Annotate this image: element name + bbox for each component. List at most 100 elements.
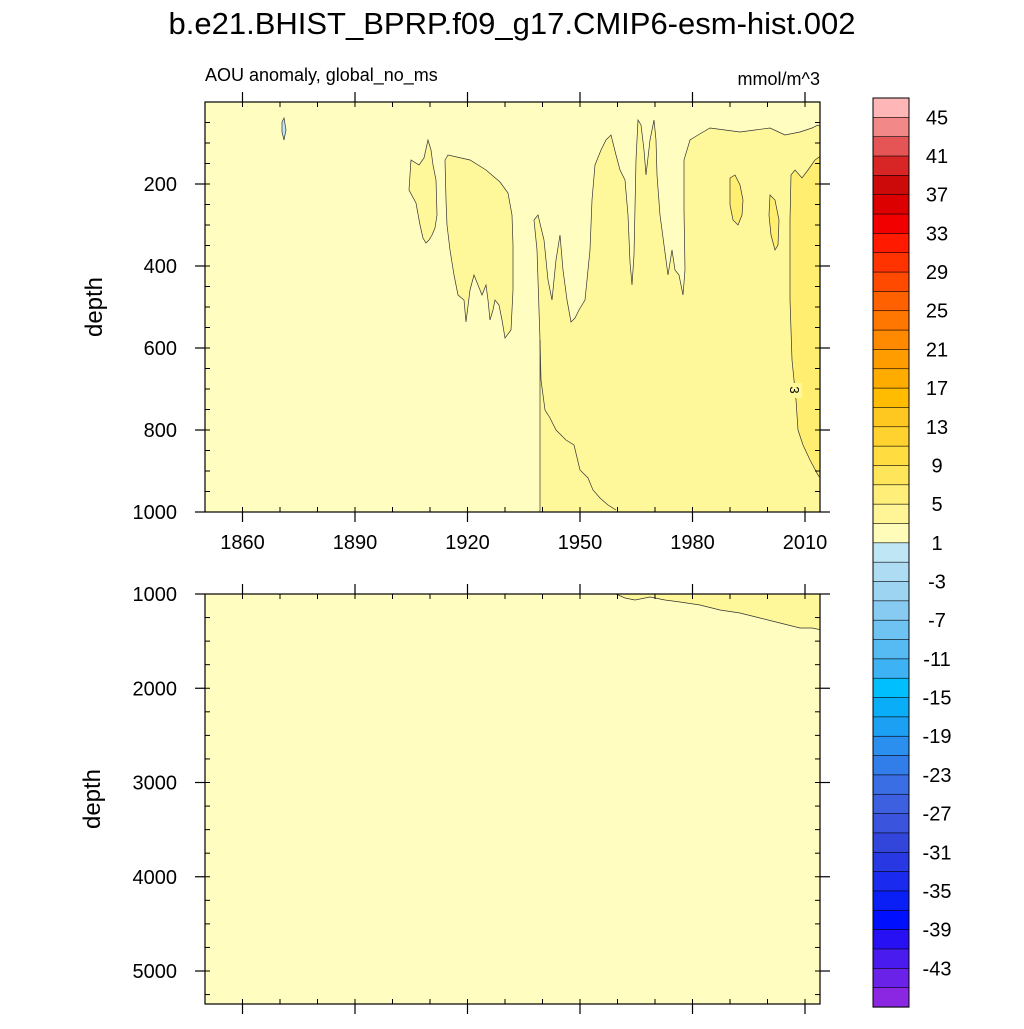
colorbar-swatch: [872, 252, 910, 273]
colorbar-swatch: [872, 968, 910, 989]
colorbar-swatch: [872, 832, 910, 853]
colorbar-swatch: [872, 813, 910, 834]
colorbar-swatch: [872, 368, 910, 389]
colorbar-swatch: [872, 271, 910, 293]
colorbar-swatch: [872, 136, 910, 157]
colorbar-label: 21: [926, 339, 948, 361]
colorbar-swatch: [872, 639, 910, 660]
x-tick-label: 2010: [783, 532, 828, 554]
x-tick-label: 1950: [558, 532, 603, 554]
y-tick-label: 1000: [133, 584, 178, 606]
colorbar-swatch: [872, 600, 910, 621]
colorbar-swatch: [872, 890, 910, 911]
colorbar-swatch: [872, 929, 910, 950]
y-tick-label: 3000: [133, 773, 178, 795]
colorbar-swatch: [872, 948, 910, 969]
lower-panel: 1000 2000 3000 4000 5000 depth: [79, 584, 830, 1014]
colorbar-swatch: [872, 561, 910, 583]
colorbar-swatch: [872, 387, 910, 409]
colorbar-swatch: [872, 117, 910, 138]
upper-panel: 3 1860 1890 1920 1950 1980 2010 200 400 600 800 10…: [81, 92, 830, 554]
units-label: mmol/m^3: [738, 69, 820, 89]
colorbar-swatch: [872, 851, 910, 873]
colorbar-frame: [872, 97, 910, 1008]
colorbar-label: 9: [931, 455, 942, 477]
colorbar-swatch: [872, 716, 910, 737]
contour-label-3: 3: [785, 383, 802, 398]
colorbar-label: 25: [926, 301, 948, 323]
x-tick-label: 1980: [670, 532, 715, 554]
y-tick-label: 2000: [133, 678, 178, 700]
colorbar-label: 37: [926, 185, 948, 207]
colorbar-swatch: [872, 677, 910, 699]
colorbar-label: -43: [923, 958, 952, 980]
colorbar-label: -7: [928, 610, 946, 632]
colorbar-swatch: [872, 426, 910, 447]
colorbar-swatch: [872, 658, 910, 679]
colorbar-label: 29: [926, 262, 948, 284]
contour-lower-wedge: [615, 594, 820, 630]
colorbar-swatch: [872, 349, 910, 370]
contour-upper-left-2: [444, 154, 514, 339]
colorbar-label: -23: [923, 765, 952, 787]
upper-ylabel: depth: [81, 277, 108, 337]
colorbar-label: -39: [923, 920, 952, 942]
colorbar-swatch: [872, 774, 910, 795]
y-tick-label: 800: [144, 420, 177, 442]
y-tick-label: 1000: [133, 502, 178, 524]
colorbar-label: 41: [926, 146, 948, 168]
colorbar-label: 1: [931, 533, 942, 555]
x-tick-label: 1920: [445, 532, 490, 554]
contour-region-5-7-small: [729, 174, 744, 226]
colorbar-swatch: [872, 484, 910, 505]
x-tick-label: 1890: [333, 532, 378, 554]
colorbar-swatch: [872, 697, 910, 718]
colorbar-label: -27: [923, 804, 952, 826]
contour-deep-extension: [539, 339, 617, 511]
contour-upper-left-1: [408, 138, 438, 244]
colorbar-swatch: [872, 619, 910, 641]
x-tick-label: 1860: [220, 532, 265, 554]
y-tick-label: 5000: [133, 961, 178, 983]
colorbar-label: -15: [923, 688, 952, 710]
colorbar-swatch: [872, 445, 910, 467]
colorbar-swatch: [872, 175, 910, 196]
colorbar-swatch: [872, 909, 910, 931]
lower-ylabel: depth: [79, 769, 106, 829]
chart-title: b.e21.BHIST_BPRP.f09_g17.CMIP6-esm-hist.…: [169, 6, 856, 41]
y-tick-label: 600: [144, 338, 177, 360]
y-tick-label: 200: [144, 174, 177, 196]
colorbar-swatch: [872, 329, 910, 351]
colorbar-swatch: [872, 735, 910, 757]
colorbar-swatch: [872, 407, 910, 428]
colorbar-label: -11: [923, 649, 950, 671]
lower-panel-frame: [204, 593, 821, 1005]
colorbar-swatch: [872, 871, 910, 892]
colorbar-swatch: [872, 503, 910, 525]
colorbar-swatch: [872, 987, 910, 1008]
contour-region-5-7-narrow: [768, 194, 780, 251]
y-tick-label: 4000: [133, 867, 178, 889]
colorbar-swatch: [872, 310, 910, 331]
contour-tiny-negative: [281, 116, 287, 141]
colorbar-label: -35: [923, 881, 952, 903]
colorbar-swatch: [872, 793, 910, 815]
colorbar-swatch: [872, 213, 910, 234]
colorbar-swatch: [872, 97, 910, 118]
colorbar-swatch: [872, 581, 910, 602]
colorbar-label: 33: [926, 223, 948, 245]
colorbar-swatch: [872, 523, 910, 544]
chart-subtitle: AOU anomaly, global_no_ms: [205, 65, 438, 86]
colorbar-label: 13: [926, 417, 948, 439]
contour-region-3-5: [533, 118, 820, 512]
upper-panel-ticks: 1860 1890 1920 1950 1980 2010 200 400 600 800 1000: [133, 92, 830, 554]
y-tick-label: 400: [144, 256, 177, 278]
colorbar-swatch: [872, 155, 910, 176]
colorbar: 45 41 37 33 29 25 21 17 13 9 5 1 -3 -7 -11 -15 -19 -23 -27…: [872, 97, 952, 1008]
colorbar-swatch: [872, 291, 910, 312]
colorbar-label: -31: [923, 842, 952, 864]
colorbar-label: 45: [926, 107, 948, 129]
colorbar-label: 17: [926, 378, 948, 400]
